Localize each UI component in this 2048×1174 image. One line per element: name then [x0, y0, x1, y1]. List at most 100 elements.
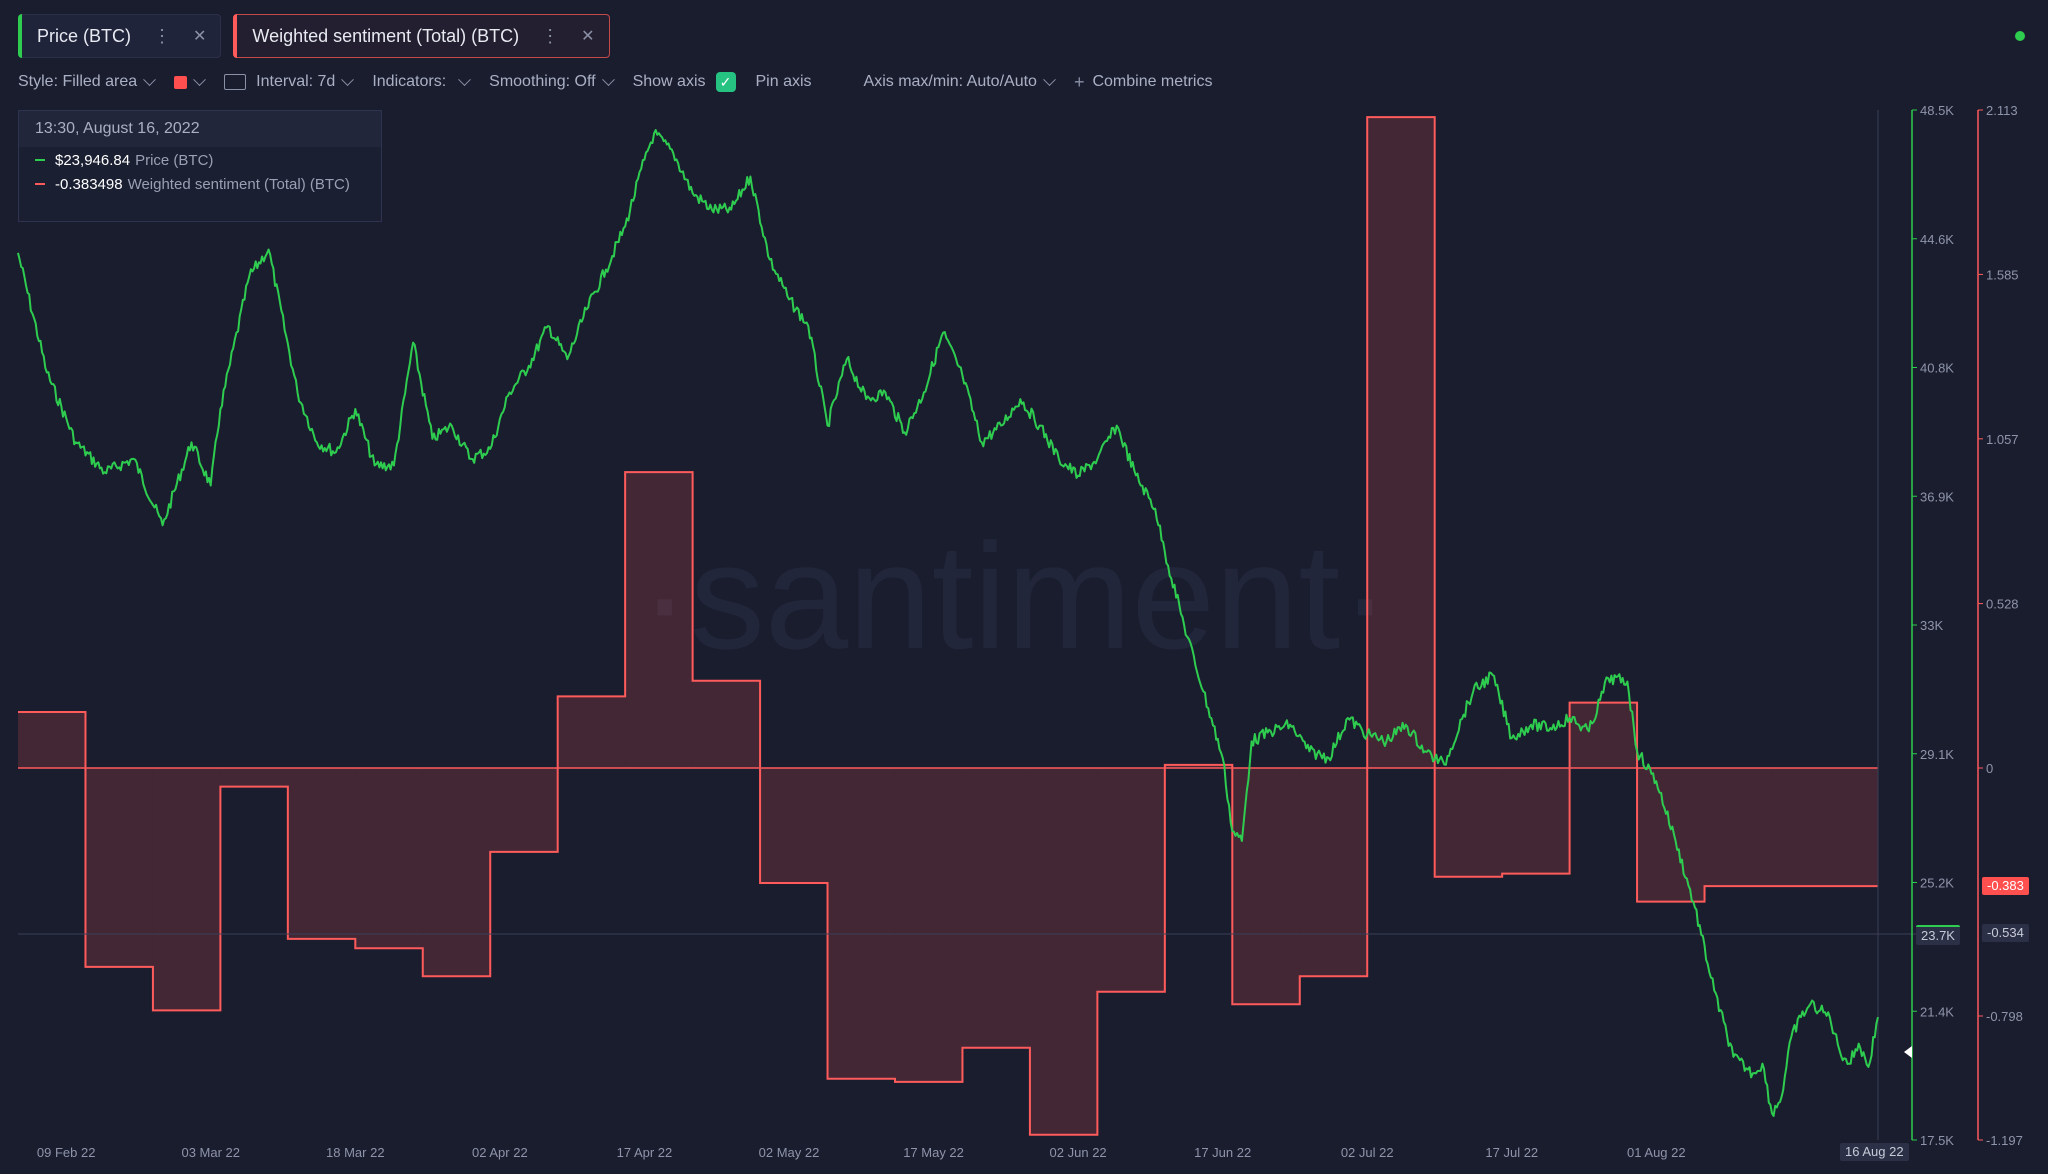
- sentiment-bar: [1164, 764, 1233, 768]
- x-tick-label: 17 Jun 22: [1194, 1145, 1251, 1160]
- sentiment-bar: [220, 768, 288, 787]
- sentiment-bar: [692, 680, 761, 768]
- interval-label: Interval: 7d: [256, 73, 336, 90]
- price-tick-label: 40.8K: [1920, 361, 1954, 376]
- price-tick-label: 29.1K: [1920, 747, 1954, 762]
- sentiment-axis-ticks: 2.113 1.585 1.057 0.528 0 -0.798 -1.197: [1978, 103, 2023, 1148]
- sentiment-bar: [827, 768, 895, 1079]
- sentiment-color-bar: [233, 14, 238, 58]
- sentiment-bar: [85, 768, 153, 967]
- sentiment-tick-label: 0: [1986, 761, 1993, 776]
- sentiment-bar: [152, 768, 221, 1011]
- pin-axis-toggle[interactable]: Pin axis: [756, 73, 812, 91]
- interval-dropdown[interactable]: Interval: 7d: [224, 72, 355, 91]
- price-tick-label: 44.6K: [1920, 232, 1954, 247]
- sentiment-series: [18, 116, 1878, 1136]
- tab-weighted-sentiment[interactable]: Weighted sentiment (Total) (BTC) ⋮ ✕: [233, 14, 610, 58]
- x-tick-label: 18 Mar 22: [326, 1145, 385, 1160]
- tooltip-price-value: $23,946.84: [55, 151, 131, 169]
- live-status-dot: [2015, 31, 2025, 41]
- sentiment-bar: [355, 768, 423, 949]
- close-icon[interactable]: ✕: [581, 28, 595, 45]
- chart-tooltip: 13:30, August 16, 2022 $23,946.84 Price …: [18, 110, 382, 222]
- price-line: [17, 129, 1879, 1117]
- x-axis-ticks: 09 Feb 22 03 Mar 22 18 Mar 22 02 Apr 22 17 A…: [37, 1145, 1686, 1160]
- price-series: [17, 129, 1879, 1117]
- combine-label: Combine metrics: [1092, 73, 1213, 90]
- tooltip-row-price: $23,946.84 Price (BTC): [19, 149, 381, 171]
- sentiment-bar: [1367, 117, 1435, 768]
- x-tick-label: 01 Aug 22: [1627, 1145, 1686, 1160]
- smoothing-dropdown[interactable]: Smoothing: Off: [489, 72, 615, 91]
- x-tick-label: 17 May 22: [903, 1145, 964, 1160]
- current-price-badge: 23.7K: [1916, 925, 1960, 945]
- chart-toolbar: Style: Filled area Interval: 7d Indicato…: [18, 70, 1232, 94]
- sentiment-step-line: [18, 116, 1878, 1136]
- indicators-dropdown[interactable]: Indicators:: [372, 72, 472, 91]
- crosshair-date-badge: 16 Aug 22: [1840, 1143, 1909, 1161]
- sentiment-bar: [18, 711, 86, 768]
- x-tick-label: 17 Jul 22: [1485, 1145, 1538, 1160]
- current-sentiment-label: -0.383: [1987, 878, 2024, 893]
- x-tick-label: 02 Jul 22: [1341, 1145, 1394, 1160]
- axis-drag-handle-icon[interactable]: [1904, 1046, 1912, 1058]
- sentiment-tick-label: 2.113: [1986, 103, 2018, 118]
- color-picker[interactable]: [174, 72, 207, 89]
- calendar-icon: [224, 74, 247, 90]
- kebab-menu-icon[interactable]: ⋮: [153, 25, 171, 46]
- current-price-label: 23.7K: [1921, 928, 1955, 943]
- plus-icon: +: [1073, 71, 1085, 92]
- sentiment-bar: [422, 768, 491, 977]
- sentiment-bar: [962, 768, 1030, 1048]
- price-tick-label: 36.9K: [1920, 489, 1954, 504]
- sentiment-bar: [1502, 768, 1570, 874]
- price-tick-label: 17.5K: [1920, 1133, 1954, 1148]
- sentiment-bar: [625, 472, 693, 768]
- close-icon[interactable]: ✕: [193, 28, 207, 45]
- x-tick-label: 02 Jun 22: [1050, 1145, 1107, 1160]
- smoothing-label: Smoothing: Off: [489, 73, 596, 90]
- axis-maxmin-dropdown[interactable]: Axis max/min: Auto/Auto: [864, 72, 1056, 91]
- show-axis-toggle[interactable]: Show axis ✓: [633, 72, 736, 92]
- sentiment-bar: [1771, 768, 1878, 887]
- sentiment-bar: [1434, 768, 1503, 877]
- tooltip-row-sentiment: -0.383498 Weighted sentiment (Total) (BT…: [19, 173, 381, 195]
- sentiment-bar: [1704, 768, 1772, 887]
- sentiment-bar: [1097, 768, 1165, 992]
- checkbox-checked-icon[interactable]: ✓: [715, 72, 736, 92]
- style-label: Style: Filled area: [18, 73, 138, 90]
- sentiment-bar: [1299, 768, 1368, 977]
- current-sentiment-badge: -0.383: [1982, 877, 2029, 895]
- sentiment-bar: [1029, 768, 1098, 1135]
- x-tick-label: 03 Mar 22: [181, 1145, 240, 1160]
- sentiment-tick-label: 0.528: [1986, 597, 2019, 612]
- sentiment-bar: [490, 768, 558, 852]
- style-dropdown[interactable]: Style: Filled area: [18, 72, 157, 91]
- tooltip-date: 13:30, August 16, 2022: [19, 111, 381, 147]
- crosshair-sentiment-label: -0.534: [1987, 925, 2024, 940]
- price-tick-label: 21.4K: [1920, 1004, 1954, 1019]
- combine-metrics-button[interactable]: + Combine metrics: [1074, 72, 1213, 93]
- pin-axis-label: Pin axis: [755, 73, 812, 90]
- x-tick-label: 02 Apr 22: [472, 1145, 528, 1160]
- price-legend-dash: [35, 159, 45, 161]
- crosshair-date-label: 16 Aug 22: [1845, 1144, 1904, 1159]
- price-axis-ticks: 48.5K 44.6K 40.8K 36.9K 33K 29.1K 25.2K 21.4K 17…: [1912, 103, 1954, 1148]
- sentiment-bar: [1569, 702, 1638, 768]
- sentiment-bar: [760, 768, 828, 883]
- price-tick-label: 48.5K: [1920, 103, 1954, 118]
- show-axis-label: Show axis: [632, 73, 706, 90]
- price-tick-label: 33K: [1920, 618, 1943, 633]
- tab-price-btc[interactable]: Price (BTC) ⋮ ✕: [18, 14, 222, 58]
- sentiment-bar: [1232, 768, 1300, 1005]
- x-tick-label: 02 May 22: [759, 1145, 820, 1160]
- tooltip-sentiment-name: Weighted sentiment (Total) (BTC): [127, 175, 350, 193]
- crosshair-sentiment-badge: -0.534: [1982, 924, 2029, 942]
- metric-tabs: Price (BTC) ⋮ ✕ Weighted sentiment (Tota…: [18, 14, 610, 58]
- price-tick-label: 25.2K: [1920, 876, 1954, 891]
- tooltip-price-name: Price (BTC): [135, 151, 214, 169]
- sentiment-bar: [1637, 768, 1705, 902]
- kebab-menu-icon[interactable]: ⋮: [541, 25, 560, 46]
- tab-label: Weighted sentiment (Total) (BTC): [252, 25, 520, 46]
